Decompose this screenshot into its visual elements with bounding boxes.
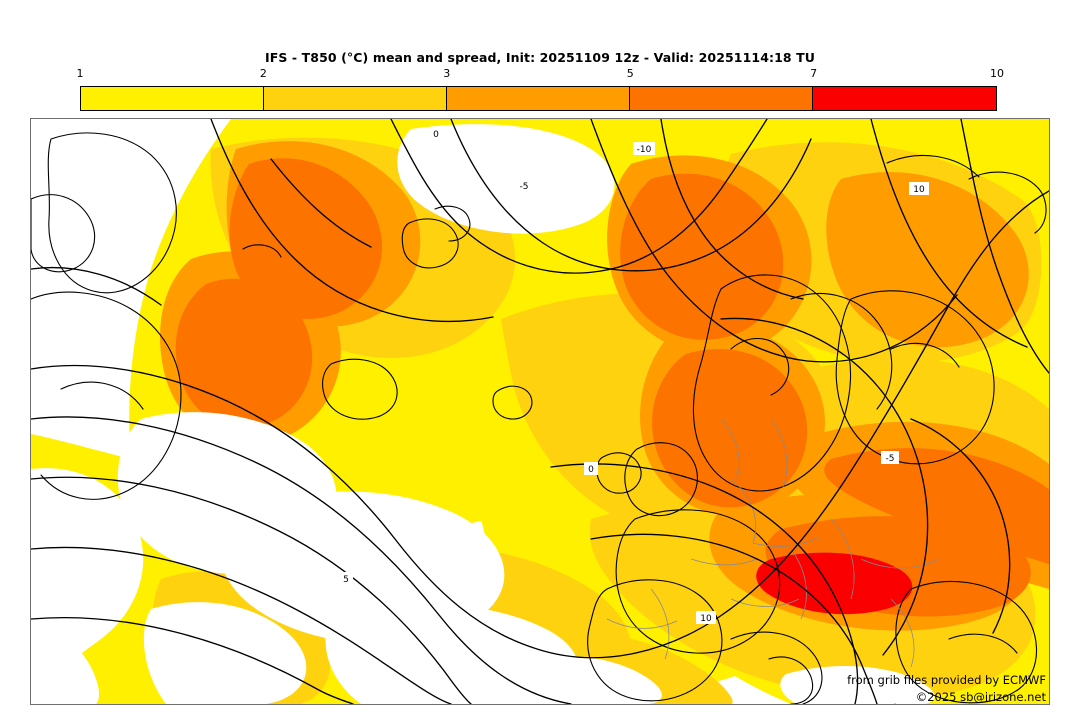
colorbar-segment-1-2 <box>81 87 264 110</box>
colorbar-tick-1: 1 <box>76 67 84 80</box>
isotherm-contours <box>31 119 1049 704</box>
colorbar-segment-2-3 <box>264 87 447 110</box>
colorbar-segment-7-10 <box>813 87 996 110</box>
colorbar-tick-2: 2 <box>259 67 267 80</box>
source-attribution: from grib files provided by ECMWF <box>847 673 1046 687</box>
contour-label: 10 <box>696 611 716 624</box>
contour-label: 10 <box>909 182 929 195</box>
map-field-svg: 0 -5 -10 0 5 <box>31 119 1049 704</box>
contour-label: -10 <box>633 142 655 155</box>
colorbar-tick-10: 10 <box>990 67 1004 80</box>
svg-text:5: 5 <box>343 575 349 585</box>
page-title: IFS - T850 (°C) mean and spread, Init: 2… <box>264 50 816 65</box>
contour-label: 0 <box>428 127 444 140</box>
contour-label: -5 <box>881 451 899 464</box>
colorbar-tick-7: 7 <box>810 67 818 80</box>
map-canvas[interactable]: 0 -5 -10 0 5 <box>30 118 1050 705</box>
contour-label-group: 0 -5 -10 0 5 <box>339 127 929 624</box>
colorbar-tick-5: 5 <box>626 67 634 80</box>
colorbar: 1 2 3 5 7 10 <box>77 67 1004 111</box>
contour-label: 5 <box>339 572 353 585</box>
svg-text:0: 0 <box>588 465 594 475</box>
svg-text:-10: -10 <box>637 145 652 155</box>
svg-text:10: 10 <box>700 614 712 624</box>
country-borders <box>606 418 940 668</box>
svg-text:0: 0 <box>433 130 439 140</box>
colorbar-ticks: 1 2 3 5 7 10 <box>76 67 1005 83</box>
svg-text:10: 10 <box>913 185 925 195</box>
svg-text:-5: -5 <box>886 454 895 464</box>
colorbar-segment-3-5 <box>447 87 630 110</box>
copyright-attribution: ©2025 sb@irizone.net <box>915 690 1046 704</box>
contour-label: -5 <box>515 179 533 192</box>
colorbar-gradient <box>80 86 997 111</box>
spread-band-5-7 <box>175 158 1049 617</box>
contour-label: 0 <box>584 462 598 475</box>
coastlines <box>31 132 1047 704</box>
colorbar-tick-3: 3 <box>443 67 451 80</box>
svg-text:-5: -5 <box>520 182 529 192</box>
colorbar-segment-5-7 <box>630 87 813 110</box>
